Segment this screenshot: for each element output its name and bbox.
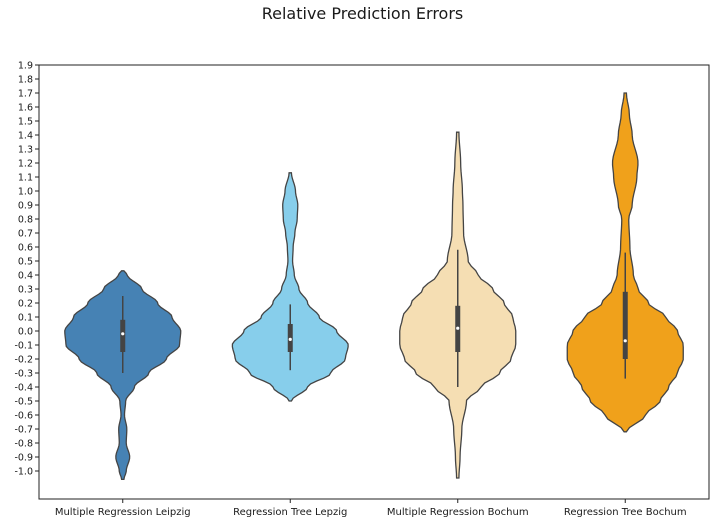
y-tick-label: 1.4	[18, 131, 33, 142]
y-tick-label: 0.0	[18, 327, 33, 338]
y-tick-label: 0.7	[18, 229, 33, 240]
y-tick-label: -0.4	[14, 383, 33, 394]
y-tick-label: 1.5	[18, 117, 33, 128]
violin-median	[623, 339, 627, 343]
x-tick-label: Multiple Regression Leipzig	[55, 507, 191, 518]
y-tick-label: 0.1	[18, 313, 33, 324]
y-tick-label: 0.9	[18, 201, 33, 212]
y-tick-label: 0.4	[18, 271, 33, 282]
y-tick-label: -0.3	[14, 369, 33, 380]
y-tick-label: 1.2	[18, 159, 33, 170]
y-tick-label: 0.6	[18, 243, 33, 254]
y-tick-label: 0.2	[18, 299, 33, 310]
violin-iqr-box	[622, 291, 628, 359]
x-tick-label: Regression Tree Bochum	[564, 507, 687, 518]
y-tick-label: 0.3	[18, 285, 33, 296]
y-tick-label: -1.0	[14, 467, 33, 478]
y-tick-label: -0.2	[14, 355, 33, 366]
y-tick-label: 1.1	[18, 173, 33, 184]
violin-median	[121, 332, 125, 336]
y-tick-label: -0.9	[14, 453, 33, 464]
y-tick-label: -0.1	[14, 341, 33, 352]
y-tick-label: -0.6	[14, 411, 33, 422]
y-tick-label: 1.8	[18, 75, 33, 86]
violin-iqr-box	[120, 319, 126, 352]
y-tick-label: 1.6	[18, 103, 33, 114]
y-tick-label: 0.5	[18, 257, 33, 268]
y-tick-label: -0.8	[14, 439, 33, 450]
x-tick-label: Regression Tree Lepzig	[233, 507, 347, 518]
y-tick-label: 1.3	[18, 145, 33, 156]
y-tick-label: 1.9	[18, 61, 33, 72]
y-tick-label: 1.7	[18, 89, 33, 100]
violin-median	[288, 337, 292, 341]
chart-title: Relative Prediction Errors	[261, 4, 464, 23]
violin-body	[64, 270, 182, 481]
violin-body	[231, 172, 349, 402]
x-tick-label: Multiple Regression Bochum	[387, 507, 529, 518]
violin-median	[456, 326, 460, 330]
y-tick-label: 1.0	[18, 187, 33, 198]
y-tick-label: 0.8	[18, 215, 33, 226]
y-tick-label: -0.7	[14, 425, 33, 436]
plot-frame	[38, 64, 710, 500]
y-tick-label: -0.5	[14, 397, 33, 408]
